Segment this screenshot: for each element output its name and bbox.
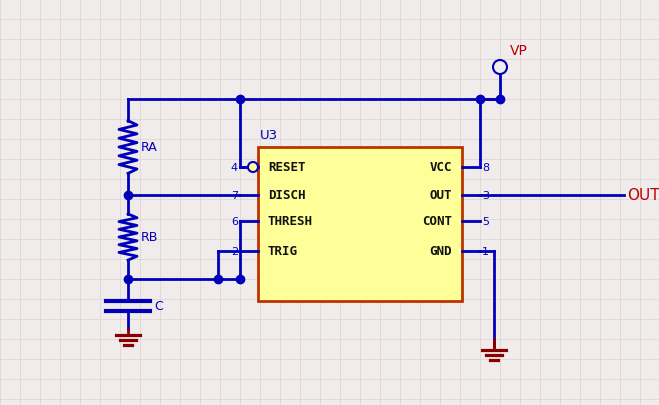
Text: CONT: CONT [422, 215, 452, 228]
Text: 4: 4 [231, 162, 238, 173]
Text: 2: 2 [231, 246, 238, 256]
Text: TRIG: TRIG [268, 245, 298, 258]
Text: DISCH: DISCH [268, 189, 306, 202]
Text: VP: VP [510, 44, 528, 58]
Text: U3: U3 [260, 129, 278, 142]
Text: 6: 6 [231, 216, 238, 226]
Text: RB: RB [141, 231, 158, 244]
Text: 3: 3 [482, 190, 489, 200]
Circle shape [493, 61, 507, 75]
Text: 5: 5 [482, 216, 489, 226]
Text: 1: 1 [482, 246, 489, 256]
Text: 8: 8 [482, 162, 489, 173]
Text: THRESH: THRESH [268, 215, 313, 228]
Text: VCC: VCC [430, 161, 452, 174]
Circle shape [248, 162, 258, 173]
Text: RA: RA [141, 141, 158, 154]
Text: RESET: RESET [268, 161, 306, 174]
Text: 7: 7 [231, 190, 238, 200]
Text: OUT: OUT [627, 188, 659, 203]
Text: C: C [154, 300, 163, 313]
Text: OUT: OUT [430, 189, 452, 202]
Bar [258, 148, 462, 301]
Text: GND: GND [430, 245, 452, 258]
